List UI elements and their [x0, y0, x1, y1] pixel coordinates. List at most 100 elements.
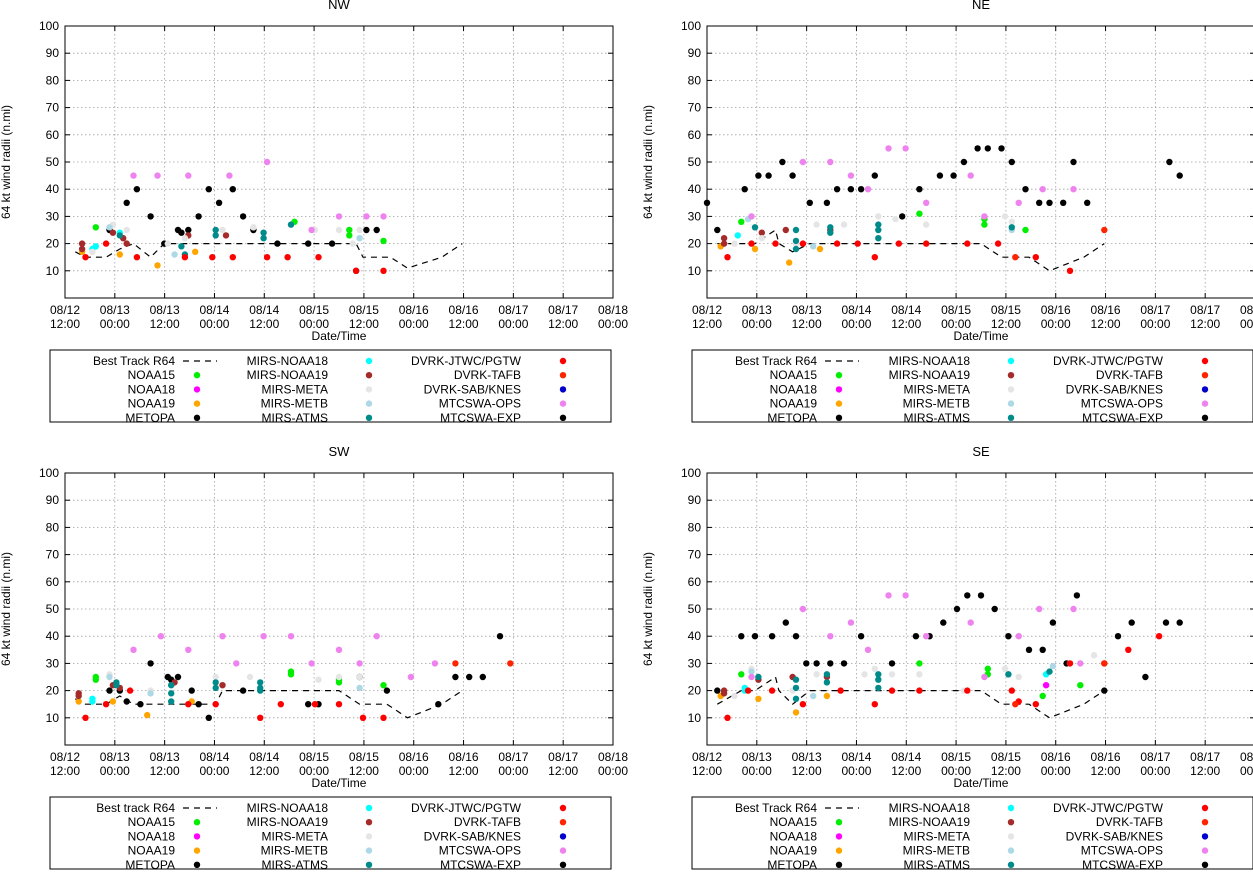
point-mtcswa-ops — [431, 660, 439, 667]
point-mirs-meta — [89, 248, 96, 255]
legend-swatch-dvrk-jtwc-pgtw — [1201, 357, 1209, 365]
point-mtcswa-ops — [373, 633, 380, 640]
y-axis-title: 64 kt wind radii (n.mi) — [0, 105, 13, 219]
x-tick-label-time: 12:00 — [991, 317, 1021, 331]
legend-swatch-mirs-metb — [365, 400, 373, 407]
x-tick-label-time: 00:00 — [841, 317, 871, 331]
legend-swatch-mtcswa-ops — [559, 847, 567, 854]
legend-swatch-mirs-metb — [1007, 847, 1015, 854]
point-dvrk-jtwc-pgtw — [1032, 254, 1040, 261]
point-noaa19 — [786, 259, 793, 266]
point-mirs-noaa19 — [123, 240, 130, 247]
x-tick-label-time: 12:00 — [891, 317, 921, 331]
point-metopa — [964, 592, 971, 599]
point-metopa — [1162, 619, 1170, 626]
y-axis-title: 64 kt wind radii (n.mi) — [641, 105, 655, 219]
point-dvrk-jtwc-pgtw — [772, 240, 779, 247]
x-tick-label-time: 12:00 — [792, 764, 822, 778]
x-tick-label-date: 08/17 — [548, 750, 578, 764]
x-tick-label-date: 08/14 — [891, 750, 921, 764]
point-metopa — [137, 701, 144, 708]
point-mirs-atms — [792, 695, 800, 702]
best-track-line — [75, 690, 463, 719]
x-tick-label-date: 08/13 — [742, 750, 772, 764]
legend-label-metopa: METOPA — [125, 411, 175, 425]
point-metopa — [857, 633, 865, 640]
point-mtcswa-ops — [827, 633, 834, 640]
x-tick-label-date: 08/14 — [249, 303, 279, 317]
point-noaa19 — [192, 248, 199, 255]
x-tick-label-date: 08/15 — [349, 303, 379, 317]
x-tick-label-date: 08/14 — [249, 750, 279, 764]
point-mirs-atms — [823, 671, 831, 678]
x-tick-label-time: 00:00 — [941, 317, 971, 331]
point-mirs-meta — [356, 673, 363, 681]
legend-swatch-mtcswa-exp — [1201, 861, 1209, 868]
point-dvrk-jtwc-pgtw — [229, 254, 236, 261]
legend-label-mirs-atms: MIRS-ATMS — [262, 411, 328, 425]
point-mirs-meta — [356, 226, 363, 234]
y-tick-label: 30 — [46, 209, 60, 223]
point-mirs-meta — [219, 226, 226, 234]
point-metopa — [950, 172, 957, 179]
point-metopa — [466, 673, 473, 681]
legend-frame — [49, 796, 612, 870]
y-tick-label: 50 — [688, 155, 702, 169]
point-dvrk-jtwc-pgtw — [133, 254, 141, 261]
point-mirs-noaa19 — [720, 690, 728, 697]
point-dvrk-jtwc-pgtw — [212, 701, 219, 708]
x-tick-label-time: 00:00 — [941, 764, 971, 778]
legend-swatch-dvrk-jtwc-pgtw — [1201, 804, 1209, 812]
point-mirs-noaa19 — [222, 232, 230, 239]
point-mirs-meta — [892, 215, 899, 223]
x-tick-label-date: 08/16 — [1041, 750, 1071, 764]
point-mirs-atms — [212, 226, 219, 234]
point-noaa18 — [1042, 682, 1050, 689]
point-metopa — [782, 619, 789, 626]
y-tick-label: 40 — [46, 629, 60, 643]
legend-swatch-noaa15 — [835, 372, 843, 379]
point-metopa — [1039, 646, 1046, 653]
point-dvrk-jtwc-pgtw — [335, 701, 343, 708]
point-noaa15 — [1039, 692, 1046, 700]
point-metopa — [714, 226, 721, 234]
y-tick-label: 40 — [46, 182, 60, 196]
point-metopa — [714, 687, 721, 694]
point-mtcswa-ops — [380, 213, 387, 220]
x-tick-label-date: 08/18 — [1240, 750, 1253, 764]
point-mtcswa-ops — [1070, 186, 1077, 193]
point-metopa — [827, 660, 834, 667]
point-metopa — [1142, 673, 1149, 681]
legend-label-mtcswa-ops: MTCSWA-OPS — [439, 844, 521, 858]
point-mirs-meta — [246, 673, 254, 681]
point-mtcswa-ops — [967, 619, 974, 626]
x-tick-label-date: 08/16 — [449, 303, 479, 317]
x-tick-label-time: 12:00 — [1091, 317, 1121, 331]
chart-panel-ne: NE10203040506070809010008/1212:0008/1300… — [641, 0, 1253, 425]
point-mirs-noaa19 — [758, 229, 765, 236]
point-dvrk-jtwc-pgtw — [837, 687, 844, 694]
point-metopa — [178, 229, 185, 236]
point-mirs-atms — [875, 684, 882, 692]
legend-swatch-dvrk-jtwc-pgtw — [559, 357, 567, 365]
x-tick-label-date: 08/15 — [941, 303, 971, 317]
y-tick-label: 30 — [688, 209, 702, 223]
point-metopa — [195, 701, 202, 708]
point-mirs-meta — [861, 671, 868, 678]
x-tick-label-time: 12:00 — [548, 317, 578, 331]
point-mirs-metb — [356, 235, 363, 242]
point-mirs-metb — [810, 692, 817, 700]
legend-swatch-mirs-noaa19 — [1007, 819, 1015, 826]
x-tick-label-time: 12:00 — [150, 764, 180, 778]
x-tick-label-date: 08/13 — [100, 303, 130, 317]
point-metopa — [823, 199, 831, 206]
legend-label-dvrk-sab-knes: DVRK-SAB/KNES — [424, 829, 521, 843]
x-tick-label-time: 12:00 — [792, 317, 822, 331]
y-tick-label: 90 — [46, 46, 60, 60]
point-metopa — [1176, 172, 1183, 179]
y-axis-title: 64 kt wind radii (n.mi) — [0, 552, 13, 666]
x-tick-label-date: 08/12 — [692, 750, 722, 764]
point-mtcswa-ops — [967, 172, 974, 179]
point-mirs-metb — [147, 690, 154, 697]
x-tick-label-time: 12:00 — [50, 764, 80, 778]
